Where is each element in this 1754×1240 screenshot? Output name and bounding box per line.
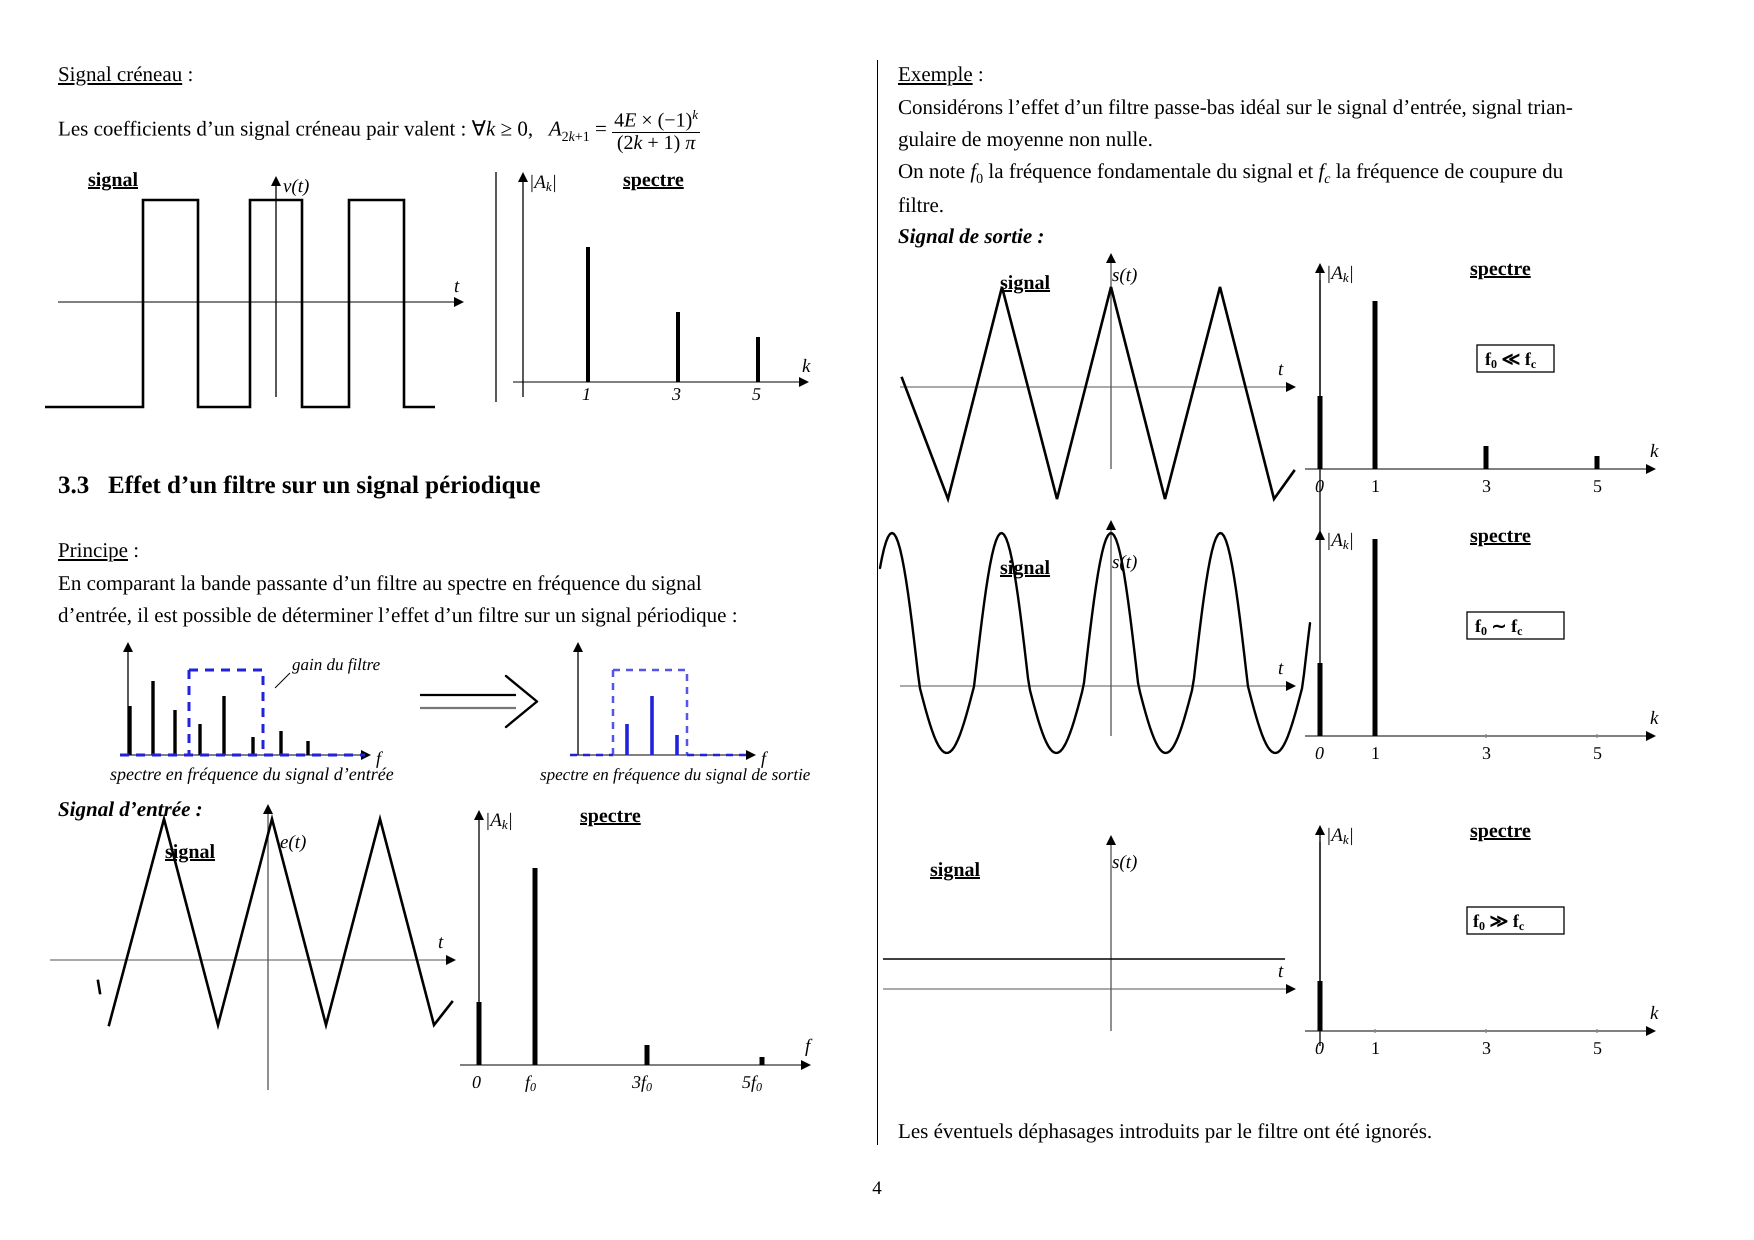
svg-text:|Ak|: |Ak| <box>1326 263 1354 285</box>
svg-text:signal: signal <box>88 169 138 191</box>
svg-text:signal: signal <box>1000 557 1050 579</box>
svg-text:|Ak|: |Ak| <box>485 810 513 832</box>
svg-text:k: k <box>1650 708 1659 729</box>
svg-text:5: 5 <box>1593 1038 1602 1058</box>
svg-text:gain du filtre: gain du filtre <box>292 655 381 674</box>
svg-text:spectre en fréquence du signal: spectre en fréquence du signal de sortie <box>540 765 811 784</box>
svg-text:|Ak|: |Ak| <box>1326 530 1354 552</box>
svg-text:s(t): s(t) <box>1112 852 1137 873</box>
svg-text:0: 0 <box>1315 743 1324 763</box>
svg-text:t: t <box>454 276 460 297</box>
svg-text:t: t <box>1278 961 1284 982</box>
svg-text:spectre: spectre <box>623 169 684 191</box>
svg-text:|Ak|: |Ak| <box>1326 825 1354 847</box>
svg-text:s(t): s(t) <box>1112 552 1137 573</box>
svg-text:0: 0 <box>1315 476 1324 496</box>
svg-text:spectre: spectre <box>1470 258 1531 280</box>
svg-text:3: 3 <box>1482 743 1491 763</box>
svg-text:5: 5 <box>752 384 761 404</box>
svg-text:t: t <box>1278 658 1284 679</box>
svg-text:signal: signal <box>930 859 980 881</box>
svg-text:5: 5 <box>1593 476 1602 496</box>
svg-text:f0: f0 <box>525 1072 536 1094</box>
svg-text:|Ak|: |Ak| <box>529 172 557 194</box>
svg-text:5: 5 <box>1593 743 1602 763</box>
svg-text:1: 1 <box>1371 1038 1380 1058</box>
svg-text:k: k <box>802 356 811 377</box>
svg-text:1: 1 <box>582 384 591 404</box>
svg-text:1: 1 <box>1371 743 1380 763</box>
svg-text:t: t <box>438 932 444 953</box>
svg-text:f: f <box>805 1036 813 1057</box>
svg-text:0: 0 <box>472 1072 481 1092</box>
svg-text:spectre: spectre <box>1470 820 1531 842</box>
svg-text:1: 1 <box>1371 476 1380 496</box>
svg-text:v(t): v(t) <box>283 176 309 197</box>
svg-text:spectre en fréquence du signal: spectre en fréquence du signal d’entrée <box>110 764 394 784</box>
svg-text:3: 3 <box>671 384 681 404</box>
svg-text:3: 3 <box>1482 1038 1491 1058</box>
svg-text:t: t <box>1278 359 1284 380</box>
svg-text:5f0: 5f0 <box>742 1072 762 1094</box>
svg-text:3f0: 3f0 <box>631 1072 652 1094</box>
svg-text:k: k <box>1650 441 1659 462</box>
svg-text:e(t): e(t) <box>280 832 306 853</box>
svg-text:k: k <box>1650 1003 1659 1024</box>
svg-text:signal: signal <box>1000 272 1050 294</box>
svg-text:3: 3 <box>1482 476 1491 496</box>
svg-text:spectre: spectre <box>580 805 641 827</box>
svg-text:spectre: spectre <box>1470 525 1531 547</box>
svg-text:s(t): s(t) <box>1112 265 1137 286</box>
svg-text:0: 0 <box>1315 1038 1324 1058</box>
